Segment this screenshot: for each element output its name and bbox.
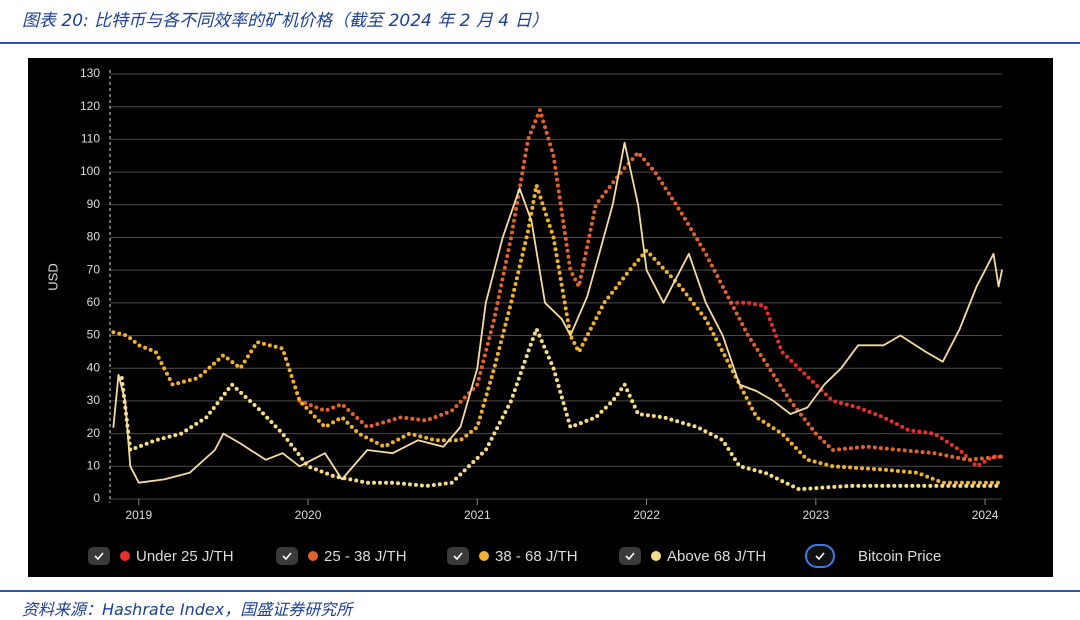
y-tick-label: 0 xyxy=(93,491,100,505)
series-line xyxy=(111,183,1004,485)
y-tick-label: 10 xyxy=(87,458,101,472)
check-icon xyxy=(453,552,463,561)
legend-label[interactable]: Above 68 J/TH xyxy=(667,548,766,565)
legend-toggle[interactable] xyxy=(447,547,469,565)
y-tick-label: 60 xyxy=(87,295,101,309)
check-icon xyxy=(625,552,635,561)
y-tick-label: 30 xyxy=(87,393,101,407)
x-tick-label: 2019 xyxy=(125,508,152,522)
footer-rule xyxy=(0,590,1080,592)
legend-label[interactable]: 38 - 68 J/TH xyxy=(495,548,578,565)
series-line xyxy=(119,327,1004,492)
y-tick-label: 50 xyxy=(87,328,101,342)
figure-title: 图表 20: 比特币与各不同效率的矿机价格（截至 2024 年 2 月 4 日） xyxy=(22,11,549,31)
legend-toggle[interactable] xyxy=(805,544,835,568)
header-rule xyxy=(0,42,1080,44)
legend-toggle[interactable] xyxy=(619,547,641,565)
legend-toggle[interactable] xyxy=(88,547,110,565)
y-tick-label: 80 xyxy=(87,230,101,244)
y-tick-label: 90 xyxy=(87,197,101,211)
x-tick-label: 2022 xyxy=(633,508,660,522)
legend-swatch xyxy=(120,551,130,561)
y-tick-label: 120 xyxy=(80,99,100,113)
y-tick-label: 110 xyxy=(81,132,100,146)
series-line xyxy=(297,108,1004,462)
x-tick-label: 2021 xyxy=(464,508,491,522)
source-note: 资料来源：Hashrate Index，国盛证券研究所 xyxy=(22,600,353,619)
y-axis-label: USD xyxy=(45,263,60,290)
legend-swatch xyxy=(308,551,318,561)
y-tick-label: 100 xyxy=(80,164,100,178)
legend-swatch xyxy=(479,551,489,561)
x-tick-label: 2023 xyxy=(802,508,829,522)
y-tick-label: 40 xyxy=(87,360,101,374)
chart-background xyxy=(28,58,1053,577)
y-tick-label: 20 xyxy=(87,426,101,440)
legend-label[interactable]: 25 - 38 J/TH xyxy=(324,548,407,565)
legend-label[interactable]: Bitcoin Price xyxy=(858,548,941,565)
check-icon xyxy=(815,552,825,561)
x-tick-label: 2024 xyxy=(972,508,999,522)
y-tick-label: 130 xyxy=(80,66,100,80)
check-icon xyxy=(94,552,104,561)
y-tick-label: 70 xyxy=(87,262,101,276)
legend-swatch xyxy=(651,551,661,561)
check-icon xyxy=(282,552,292,561)
legend-toggle[interactable] xyxy=(276,547,298,565)
legend-label[interactable]: Under 25 J/TH xyxy=(136,548,234,565)
x-tick-label: 2020 xyxy=(295,508,322,522)
series-line xyxy=(112,141,1003,484)
